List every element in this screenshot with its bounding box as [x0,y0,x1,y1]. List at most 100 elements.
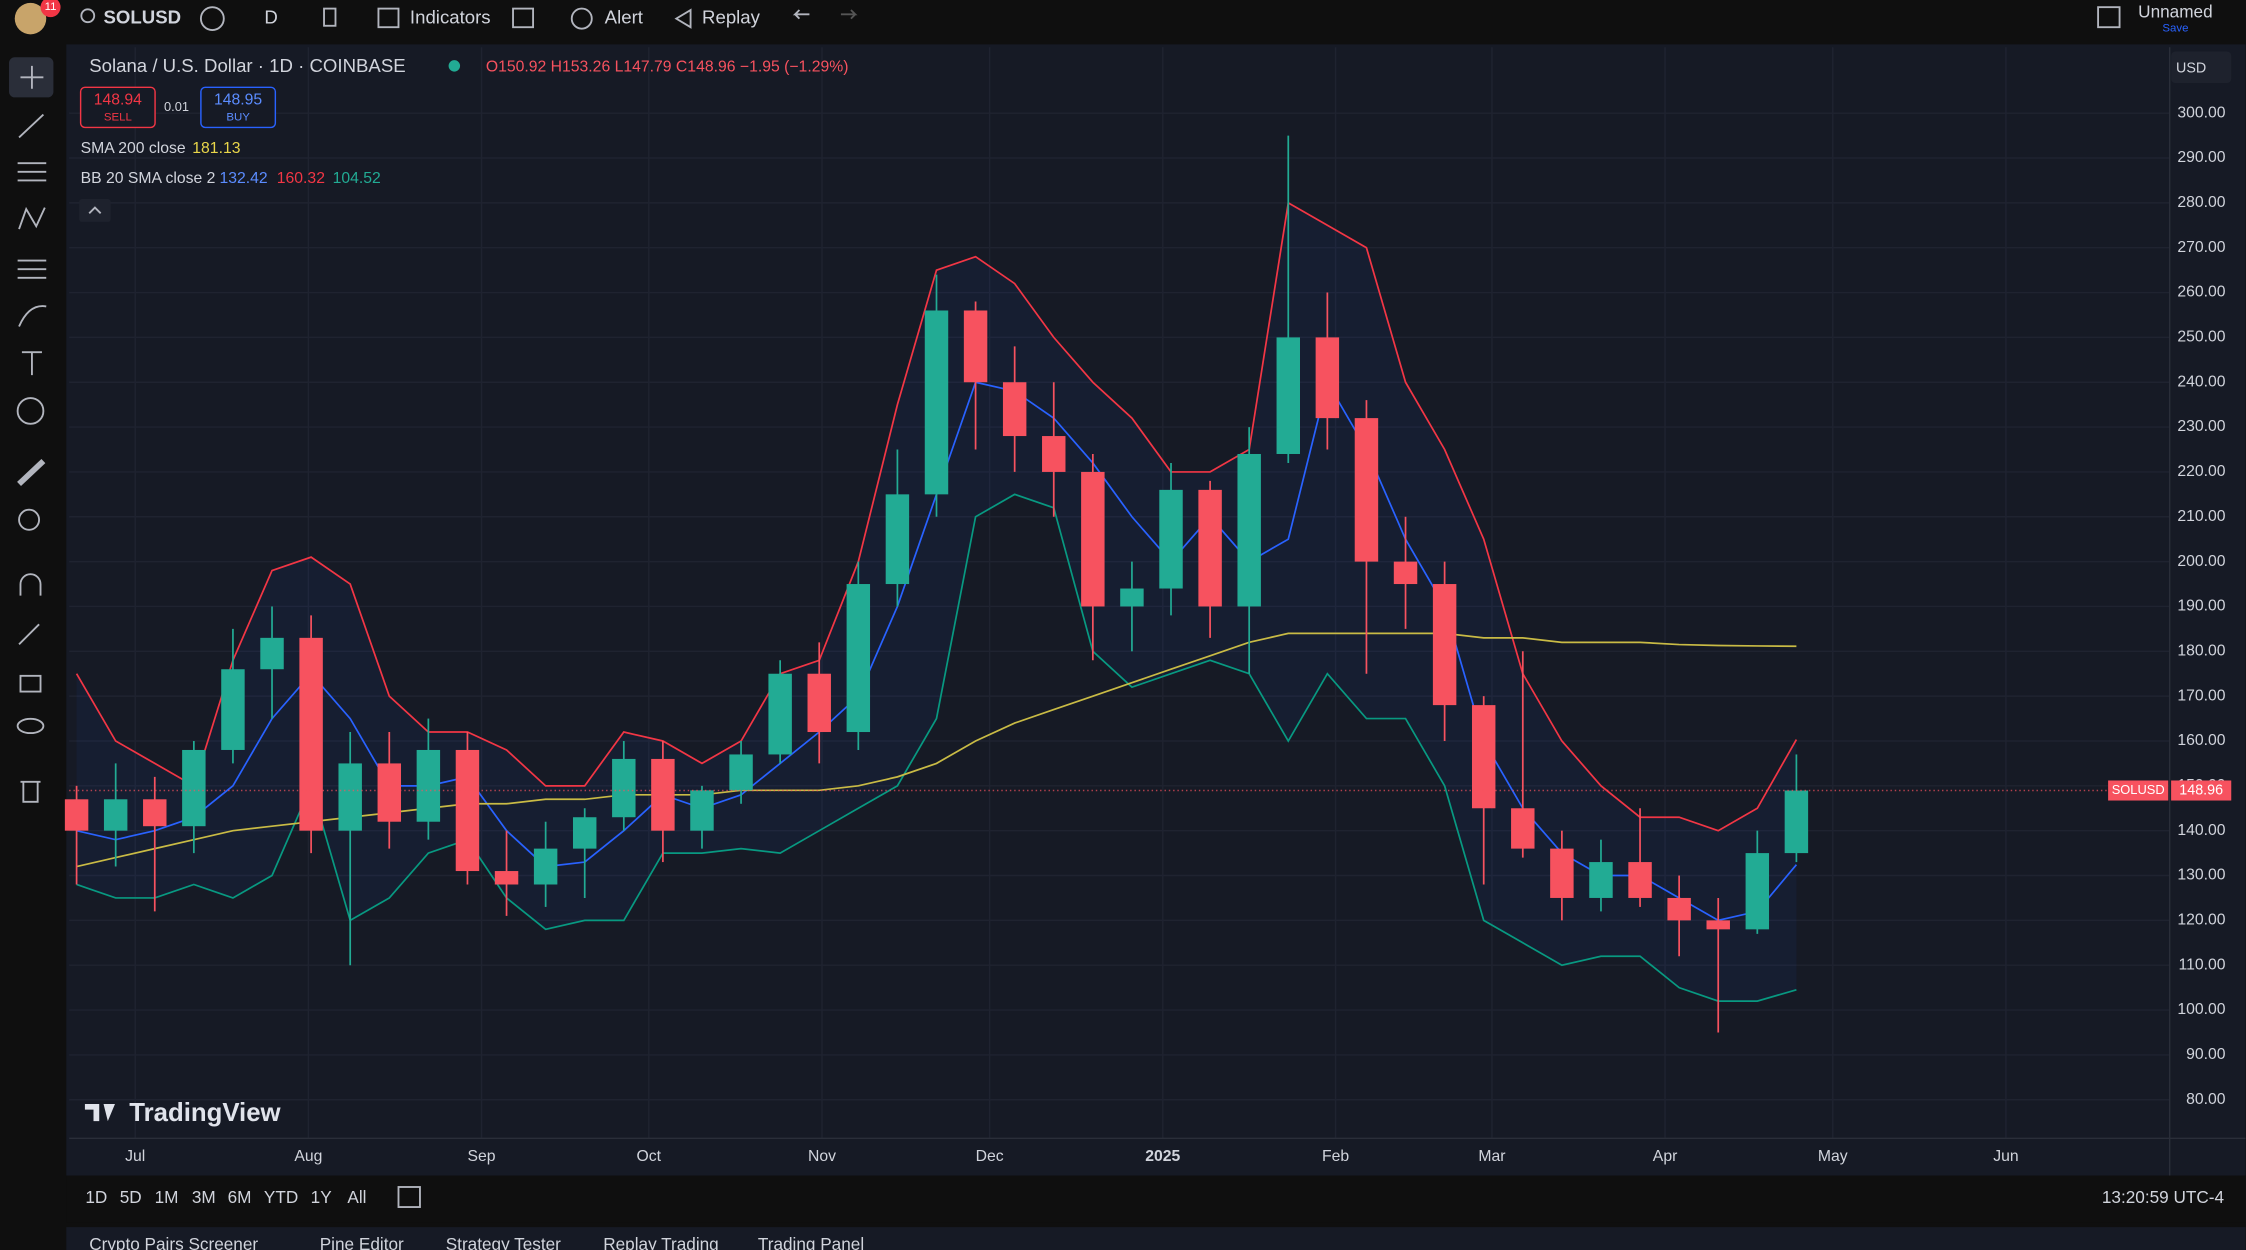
timeframe[interactable]: 1Y [311,1187,333,1207]
bottom-tab[interactable]: Pine Editor [320,1234,404,1250]
price-tag [2171,780,2232,801]
y-tick-label: 90.00 [2186,1046,2226,1063]
indicators[interactable]: Indicators [410,7,491,28]
timeframe[interactable]: 5D [120,1187,142,1207]
price-tag-value: 148.96 [2179,782,2223,798]
candle-body [1120,588,1144,607]
layout-name[interactable]: Unnamed [2138,1,2212,21]
y-tick-label: 220.00 [2177,463,2225,480]
chart-type[interactable] [323,7,337,27]
bottom-tab[interactable]: Trading Panel [758,1234,864,1250]
watermark-logo [84,1103,115,1122]
currency-button[interactable] [2171,51,2232,84]
y-tick-label: 100.00 [2177,1001,2225,1018]
x-tick-label: Nov [808,1148,836,1165]
bb-basis: 132.42 [220,170,268,187]
candle-body [416,749,441,822]
forecast-tool[interactable] [17,259,47,279]
buy-button[interactable] [200,86,277,129]
candle-body [1393,561,1418,585]
add-symbol[interactable] [199,6,225,31]
trendline-tool[interactable] [18,113,45,139]
zoom-tool[interactable] [18,508,41,531]
timeframe[interactable]: 3M [192,1187,216,1207]
y-tick-label: 180.00 [2177,642,2225,659]
bottom-bar [66,1175,2246,1223]
save[interactable]: Save [2162,23,2188,35]
y-tick-label: 290.00 [2177,149,2225,166]
alert[interactable]: Alert [605,7,644,28]
brush-tool[interactable] [18,305,47,327]
candle-body [612,758,636,818]
emoji-tool[interactable] [16,397,45,425]
y-tick-label: 240.00 [2177,373,2225,390]
ruler-tool[interactable] [17,458,46,487]
candle-body [807,673,831,733]
replay-icon [674,8,692,29]
templates[interactable] [512,7,535,29]
sma-label: SMA 200 close [81,140,186,157]
hide-tool[interactable] [16,717,45,735]
candle-body [1432,584,1457,706]
timeframe[interactable]: 1D [85,1187,107,1207]
timeframe[interactable]: 6M [228,1187,252,1207]
candle-body [1081,471,1105,607]
indicators-icon [377,7,400,29]
buy-price: 148.95 [214,91,262,108]
redo[interactable] [840,9,858,20]
fib-tool[interactable] [17,162,47,182]
avatar[interactable] [14,2,47,35]
collapse-legend[interactable] [79,199,111,222]
price-tag [2108,780,2169,801]
bb-label: BB 20 SMA close 2 [81,170,216,187]
undo[interactable] [792,9,810,20]
y-tick-label: 190.00 [2177,598,2225,615]
magnet-tool[interactable] [19,573,42,596]
date-range[interactable] [397,1186,421,1208]
y-tick-label: 200.00 [2177,553,2225,570]
x-tick-label: Aug [294,1148,322,1165]
y-tick-label: 270.00 [2177,239,2225,256]
candle-body [1354,418,1379,562]
y-tick-label: 210.00 [2177,508,2225,525]
y-tick-label: 260.00 [2177,284,2225,301]
candle-body [690,790,714,831]
candle-body [221,669,245,750]
symbol[interactable]: SOLUSD [104,7,182,28]
layout-icon [2097,6,2121,29]
candle-body [103,799,128,831]
candle-body [377,763,402,822]
delete-tool[interactable] [20,780,41,803]
search-icon [80,8,96,24]
timeframe[interactable]: YTD [264,1187,298,1207]
candle-body [182,749,206,827]
crosshair-icon [20,65,44,89]
text-tool[interactable] [21,351,42,376]
sma-value: 181.13 [192,140,240,157]
bottom-tab[interactable]: Replay Trading [603,1234,719,1250]
bottom-tab[interactable]: Crypto Pairs Screener [89,1234,258,1250]
market-status [448,60,461,72]
badge [40,0,61,18]
bottom-tab[interactable]: Strategy Tester [446,1234,561,1250]
timeframe[interactable]: All [347,1187,366,1207]
legend: Solana / U.S. Dollar · 1D · COINBASE O15… [79,55,848,222]
candle-body [963,310,988,383]
bb-upper: 160.32 [277,170,325,187]
collapse-icon [88,206,102,215]
candle-body [1237,453,1261,607]
pattern-tool[interactable] [18,206,46,230]
sell-button[interactable] [79,86,156,129]
timeframe[interactable]: 1M [155,1187,179,1207]
high: H153.26 [551,58,611,75]
candle-body [846,584,871,733]
interval[interactable]: D [264,7,277,28]
candle-body [338,763,362,831]
draw-mode[interactable] [18,623,40,645]
candle-body [260,637,284,670]
candle-body [1042,436,1066,472]
replay[interactable]: Replay [702,7,761,28]
candle-body [1198,489,1222,607]
lock-tool[interactable] [19,674,42,693]
